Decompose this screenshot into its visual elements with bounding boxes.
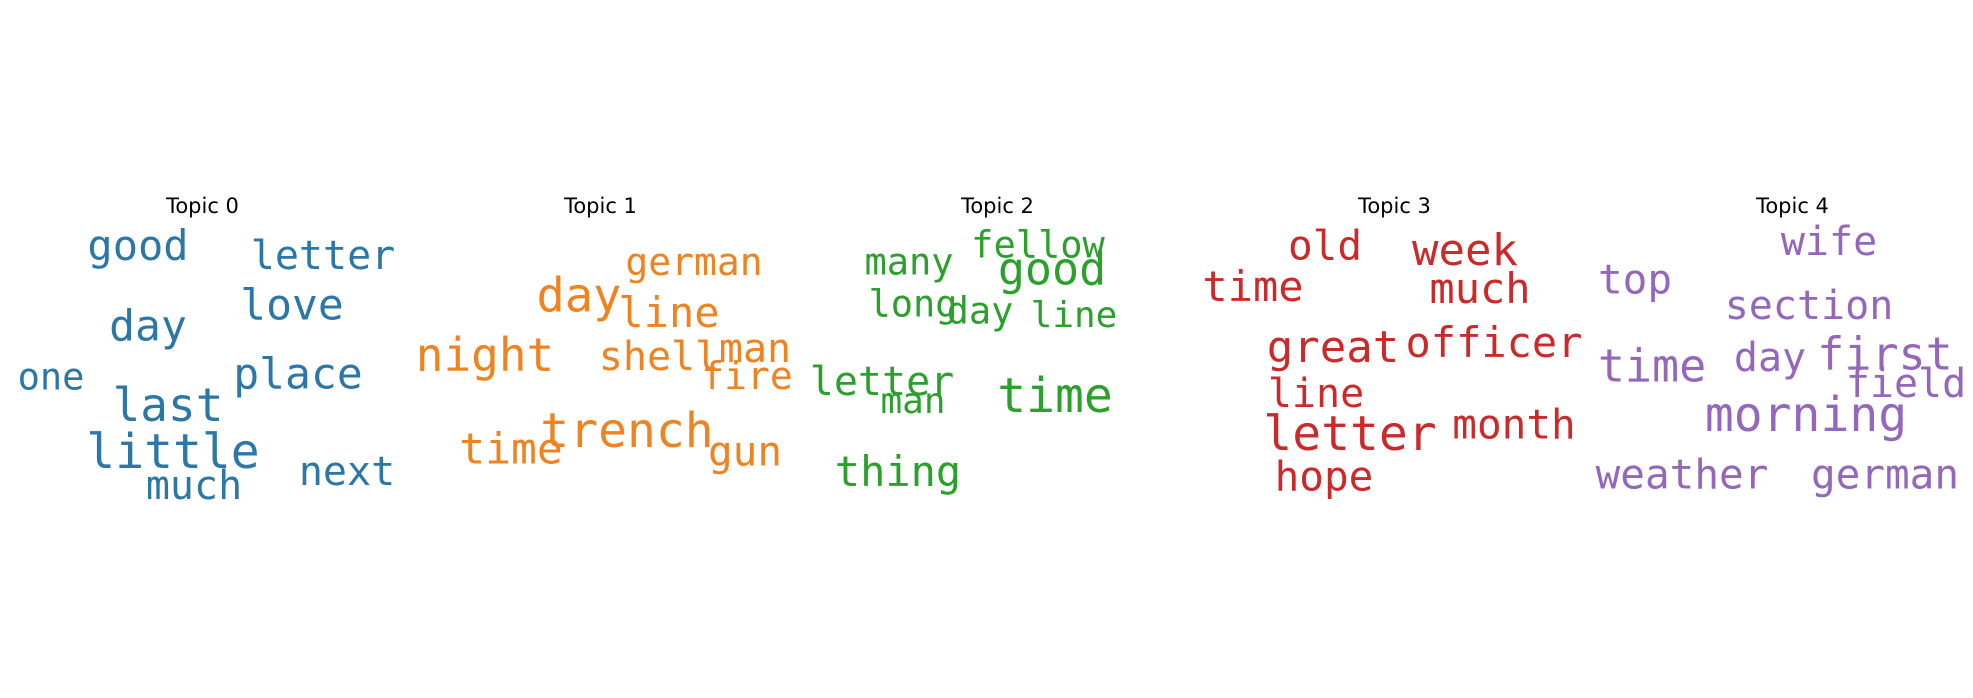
word-gun: gun (707, 427, 783, 476)
word-wife: wife (1780, 219, 1878, 265)
word-time: time (1202, 262, 1304, 311)
word-many: many (864, 240, 954, 284)
topic-panel: Topic 4 wife top section time day first field m… (1595, 196, 1973, 516)
word-shell: shell (598, 334, 720, 380)
word-time: time (1597, 339, 1707, 393)
topic-panel: Topic 1 german day line night shell man fire tr… (403, 196, 798, 516)
word-weather: weather (1595, 450, 1769, 499)
word-thing: thing (834, 447, 962, 496)
word-field: field (1845, 361, 1967, 407)
word-section: section (1724, 283, 1894, 329)
word-cloud: german day line night shell man fire trench time… (403, 196, 798, 516)
word-next: next (298, 449, 396, 495)
word-week: week (1412, 225, 1518, 276)
word-long: long (868, 282, 958, 326)
word-letter: letter (250, 233, 396, 279)
word-day: day (1733, 335, 1807, 381)
word-line: line (618, 288, 720, 337)
topic-panel: Topic 2 many fellow good long day line letter m… (800, 196, 1195, 516)
word-letter: letter (809, 359, 955, 405)
word-time: time (997, 368, 1113, 424)
panel-title: Topic 3 (1358, 194, 1431, 218)
word-line: line (1267, 371, 1365, 417)
topic-panel: Topic 0 good letter day love one place last lit… (5, 196, 400, 516)
word-cloud: good letter day love one place last little next m… (5, 196, 400, 516)
word-officer: officer (1405, 318, 1583, 367)
word-day: day (536, 268, 622, 324)
panel-title: Topic 2 (961, 194, 1034, 218)
word-cloud: old week time much great officer line letter mon… (1197, 196, 1592, 516)
topic-panel: Topic 3 old week time much great officer line l… (1197, 196, 1592, 516)
word-time: time (459, 424, 563, 475)
word-man: man (718, 326, 792, 372)
word-much: much (145, 463, 243, 509)
word-good: good (87, 221, 189, 270)
word-little: little (86, 424, 260, 480)
word-fellow: fellow (971, 223, 1105, 267)
word-old: old (1287, 221, 1363, 270)
word-top: top (1597, 255, 1673, 304)
panel-title: Topic 0 (166, 194, 239, 218)
word-german: german (625, 240, 763, 284)
word-great: great (1266, 322, 1400, 373)
word-day: day (109, 301, 187, 352)
word-line: line (1030, 295, 1118, 336)
word-place: place (233, 349, 363, 400)
word-much: much (1429, 264, 1531, 313)
word-letter: letter (1263, 406, 1437, 462)
word-trench: trench (540, 403, 714, 459)
word-cloud: wife top section time day first field morning we… (1595, 196, 1973, 516)
word-good: good (997, 242, 1107, 296)
word-hope: hope (1274, 452, 1374, 501)
word-month: month (1452, 400, 1576, 449)
panel-title: Topic 4 (1756, 194, 1829, 218)
word-cloud: many fellow good long day line letter man time th… (800, 196, 1195, 516)
word-man: man (880, 381, 946, 422)
word-last: last (112, 378, 224, 432)
word-fire: fire (701, 354, 793, 398)
panel-title: Topic 1 (564, 194, 637, 218)
word-love: love (240, 280, 344, 331)
word-first: first (1817, 327, 1953, 381)
word-day: day (946, 289, 1014, 333)
word-night: night (415, 328, 555, 382)
word-german: german (1810, 450, 1960, 499)
word-morning: morning (1704, 387, 1908, 443)
word-one: one (17, 355, 85, 399)
